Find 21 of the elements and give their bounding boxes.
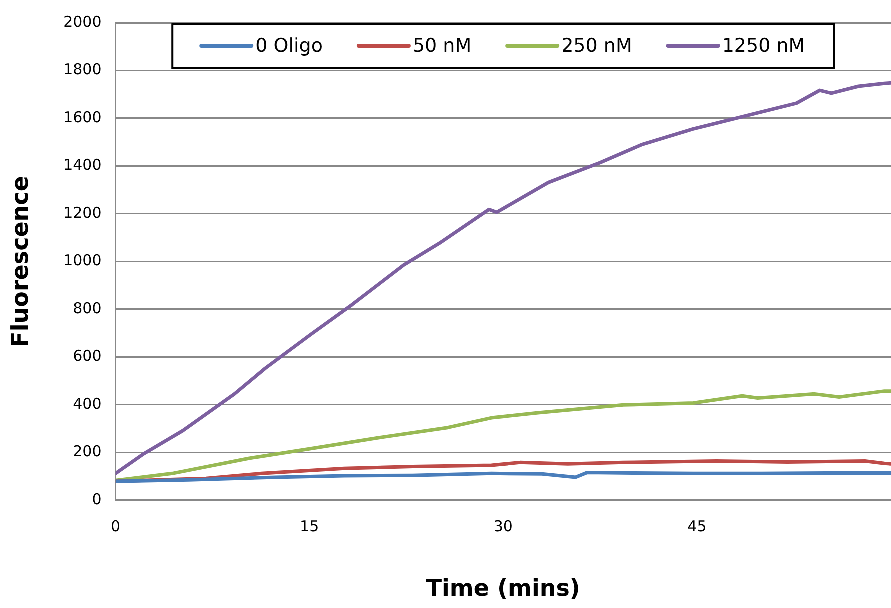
y-tick-label: 2000: [64, 12, 102, 31]
y-tick-label: 0: [92, 490, 102, 508]
x-tick-label: 15: [300, 517, 320, 536]
y-tick-label: 800: [73, 299, 102, 318]
x-tick-label: 0: [111, 517, 121, 536]
y-axis-title: Fluorescence: [8, 176, 34, 348]
legend-label: 50 nM: [412, 34, 472, 57]
y-tick-label: 1000: [64, 252, 102, 270]
x-axis-title: Time (mins): [426, 576, 580, 602]
y-tick-label: 200: [73, 442, 102, 461]
x-tick-label: 45: [688, 517, 707, 536]
y-tick-label: 600: [73, 347, 102, 366]
legend-label: 250 nM: [562, 34, 632, 57]
y-tick-label: 1400: [64, 156, 102, 174]
y-tick-label: 400: [73, 394, 102, 413]
y-tick-label: 1800: [64, 60, 102, 79]
y-tick-label: 1200: [64, 204, 102, 222]
y-tick-label: 1600: [64, 108, 102, 126]
legend-label: 0 Oligo: [256, 34, 323, 57]
x-tick-label: 30: [494, 517, 513, 536]
legend-label: 1250 nM: [722, 34, 806, 57]
